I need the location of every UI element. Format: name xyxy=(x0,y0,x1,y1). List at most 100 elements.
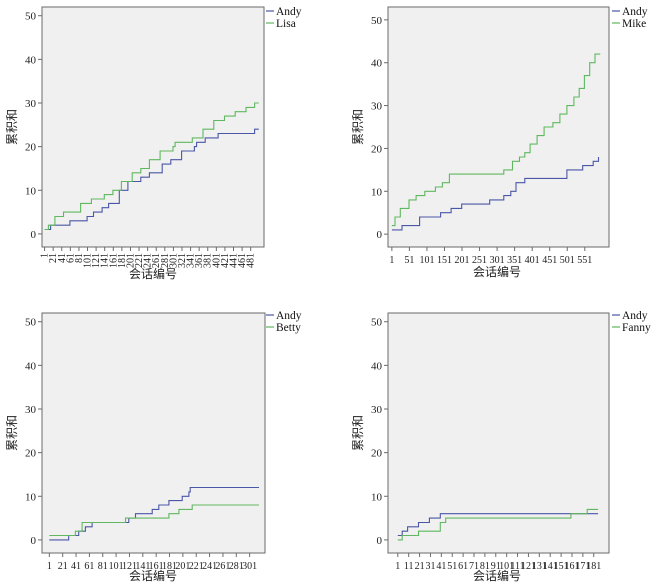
y-tick-label: 30 xyxy=(371,101,383,113)
y-tick-label: 20 xyxy=(25,142,37,154)
x-tick-label: 21 xyxy=(415,561,425,572)
y-axis-title: 累积和 xyxy=(5,415,19,451)
x-tick-label: 181 xyxy=(162,561,177,572)
x-tick-label: 401 xyxy=(211,253,222,268)
chart-panel: 0102030405012141618110112114116118120122… xyxy=(5,6,302,281)
x-tick-label: 451 xyxy=(542,255,557,266)
legend-label: Mike xyxy=(622,18,646,30)
x-tick-label: 401 xyxy=(525,255,540,266)
y-tick-label: 20 xyxy=(371,143,383,155)
x-tick-label: 261 xyxy=(215,561,230,572)
x-tick-label: 421 xyxy=(220,253,231,268)
x-axis-title: 会话编号 xyxy=(129,266,177,281)
x-tick-label: 201 xyxy=(175,561,190,572)
x-tick-label: 141 xyxy=(543,561,558,572)
x-tick-label: 61 xyxy=(65,253,76,263)
x-tick-label: 141 xyxy=(135,561,150,572)
x-axis-title: 会话编号 xyxy=(473,568,521,583)
x-tick-label: 111 xyxy=(510,561,524,572)
x-tick-label: 381 xyxy=(203,253,214,268)
x-tick-label: 201 xyxy=(455,255,470,266)
x-tick-label: 71 xyxy=(469,561,479,572)
x-tick-label: 21 xyxy=(58,561,68,572)
y-axis-title: 累积和 xyxy=(5,109,19,145)
y-tick-label: 0 xyxy=(377,535,383,547)
x-tick-label: 241 xyxy=(202,561,217,572)
series-line-andy xyxy=(391,157,600,231)
y-tick-label: 50 xyxy=(25,11,37,23)
x-tick-label: 301 xyxy=(242,561,257,572)
x-tick-label: 91 xyxy=(491,561,501,572)
y-tick-label: 20 xyxy=(25,448,37,460)
x-tick-label: 101 xyxy=(419,255,434,266)
x-tick-label: 101 xyxy=(83,253,94,268)
y-tick-label: 0 xyxy=(377,229,383,241)
x-tick-label: 361 xyxy=(194,253,205,268)
y-tick-label: 10 xyxy=(25,491,37,503)
x-tick-label: 51 xyxy=(404,255,414,266)
plot-area xyxy=(387,312,610,554)
y-tick-label: 20 xyxy=(371,448,383,460)
x-tick-label: 51 xyxy=(447,561,457,572)
x-tick-label: 41 xyxy=(57,253,68,263)
x-tick-label: 261 xyxy=(151,253,162,268)
series-line-lisa xyxy=(44,102,259,231)
x-tick-label: 121 xyxy=(521,561,536,572)
y-tick-label: 10 xyxy=(371,186,383,198)
x-tick-label: 181 xyxy=(117,253,128,268)
series-line-andy xyxy=(44,128,259,231)
x-tick-label: 121 xyxy=(122,561,137,572)
y-tick-label: 0 xyxy=(31,535,37,547)
x-tick-label: 181 xyxy=(586,561,601,572)
legend-label: Lisa xyxy=(276,18,296,30)
y-tick-label: 40 xyxy=(25,54,37,66)
y-tick-label: 10 xyxy=(371,491,383,503)
y-axis-title: 累积和 xyxy=(351,109,365,145)
y-tick-label: 50 xyxy=(25,317,37,329)
y-tick-label: 50 xyxy=(371,15,383,27)
x-axis-title: 会话编号 xyxy=(473,264,521,279)
x-axis-title: 会话编号 xyxy=(129,568,177,583)
y-tick-label: 10 xyxy=(25,185,37,197)
x-tick-label: 11 xyxy=(404,561,414,572)
x-tick-label: 461 xyxy=(237,253,248,268)
series-line-mike xyxy=(391,53,601,227)
x-tick-label: 161 xyxy=(108,253,119,268)
x-tick-label: 441 xyxy=(229,253,240,268)
x-tick-label: 31 xyxy=(425,561,435,572)
legend-label: Andy xyxy=(276,310,302,322)
x-tick-label: 241 xyxy=(143,253,154,268)
y-tick-label: 40 xyxy=(25,360,37,372)
y-tick-label: 40 xyxy=(371,360,383,372)
x-tick-label: 251 xyxy=(472,255,487,266)
plot-area xyxy=(41,6,265,248)
x-tick-label: 121 xyxy=(91,253,102,268)
legend-label: Andy xyxy=(276,6,302,18)
x-tick-label: 171 xyxy=(575,561,590,572)
plot-area xyxy=(387,6,610,248)
x-tick-label: 1 xyxy=(47,561,52,572)
x-tick-label: 21 xyxy=(48,253,59,263)
x-tick-label: 41 xyxy=(71,561,81,572)
legend-label: Andy xyxy=(622,6,648,18)
x-tick-label: 101 xyxy=(499,561,514,572)
y-axis-title: 累积和 xyxy=(351,415,365,451)
x-tick-label: 351 xyxy=(507,255,522,266)
x-tick-label: 341 xyxy=(186,253,197,268)
x-tick-label: 61 xyxy=(458,561,468,572)
y-tick-label: 50 xyxy=(371,317,383,329)
x-tick-label: 301 xyxy=(490,255,505,266)
x-tick-label: 41 xyxy=(436,561,446,572)
x-tick-label: 161 xyxy=(149,561,164,572)
series-line-fanny xyxy=(397,508,599,541)
x-tick-label: 1 xyxy=(395,561,400,572)
x-tick-label: 61 xyxy=(84,561,94,572)
y-tick-label: 30 xyxy=(25,404,37,416)
plot-area xyxy=(41,312,266,554)
x-tick-label: 1 xyxy=(40,253,51,258)
x-tick-label: 221 xyxy=(189,561,204,572)
x-tick-label: 1 xyxy=(389,255,394,266)
